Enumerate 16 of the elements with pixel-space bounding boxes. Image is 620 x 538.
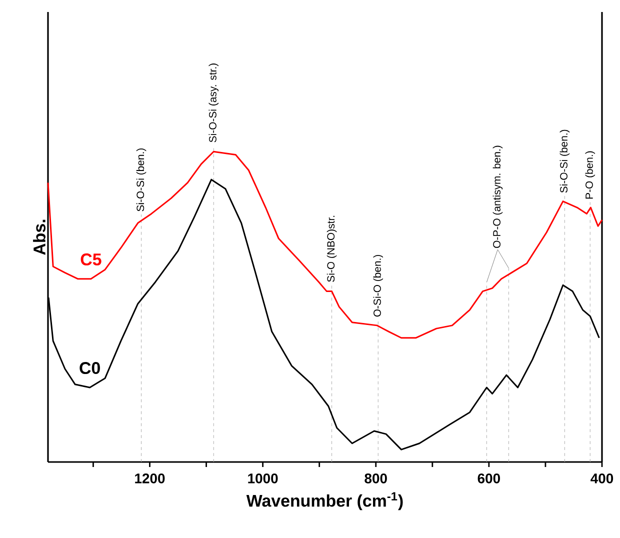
- x-tick-label: 1000: [248, 473, 278, 484]
- x-tick-label: 1200: [135, 473, 165, 484]
- ref-line-label: Si-O-Si (ben.): [136, 148, 146, 212]
- y-axis-title: Abs.: [33, 220, 46, 255]
- x-tick-label: 800: [364, 473, 387, 484]
- series-label: C0: [80, 362, 100, 374]
- x-tick-label: 400: [590, 473, 614, 484]
- ref-line-label: P-O (ben.): [585, 151, 595, 199]
- ref-line-label: O-P-O (antisym. ben.): [492, 146, 503, 248]
- series-label: C5: [80, 253, 102, 266]
- ref-line-label: O-Si-O (ben.): [373, 254, 384, 317]
- x-axis-title: Wavenumber (cm$^{-1}$): [246, 492, 403, 510]
- x-tick-label: 600: [478, 473, 500, 484]
- ref-line-label: Si-O-Si (ben.): [560, 130, 570, 193]
- ref-line-label: Si-O (NBO)str.: [326, 216, 337, 282]
- ref-line-label: Si-O-Si (asy. str.): [208, 64, 218, 142]
